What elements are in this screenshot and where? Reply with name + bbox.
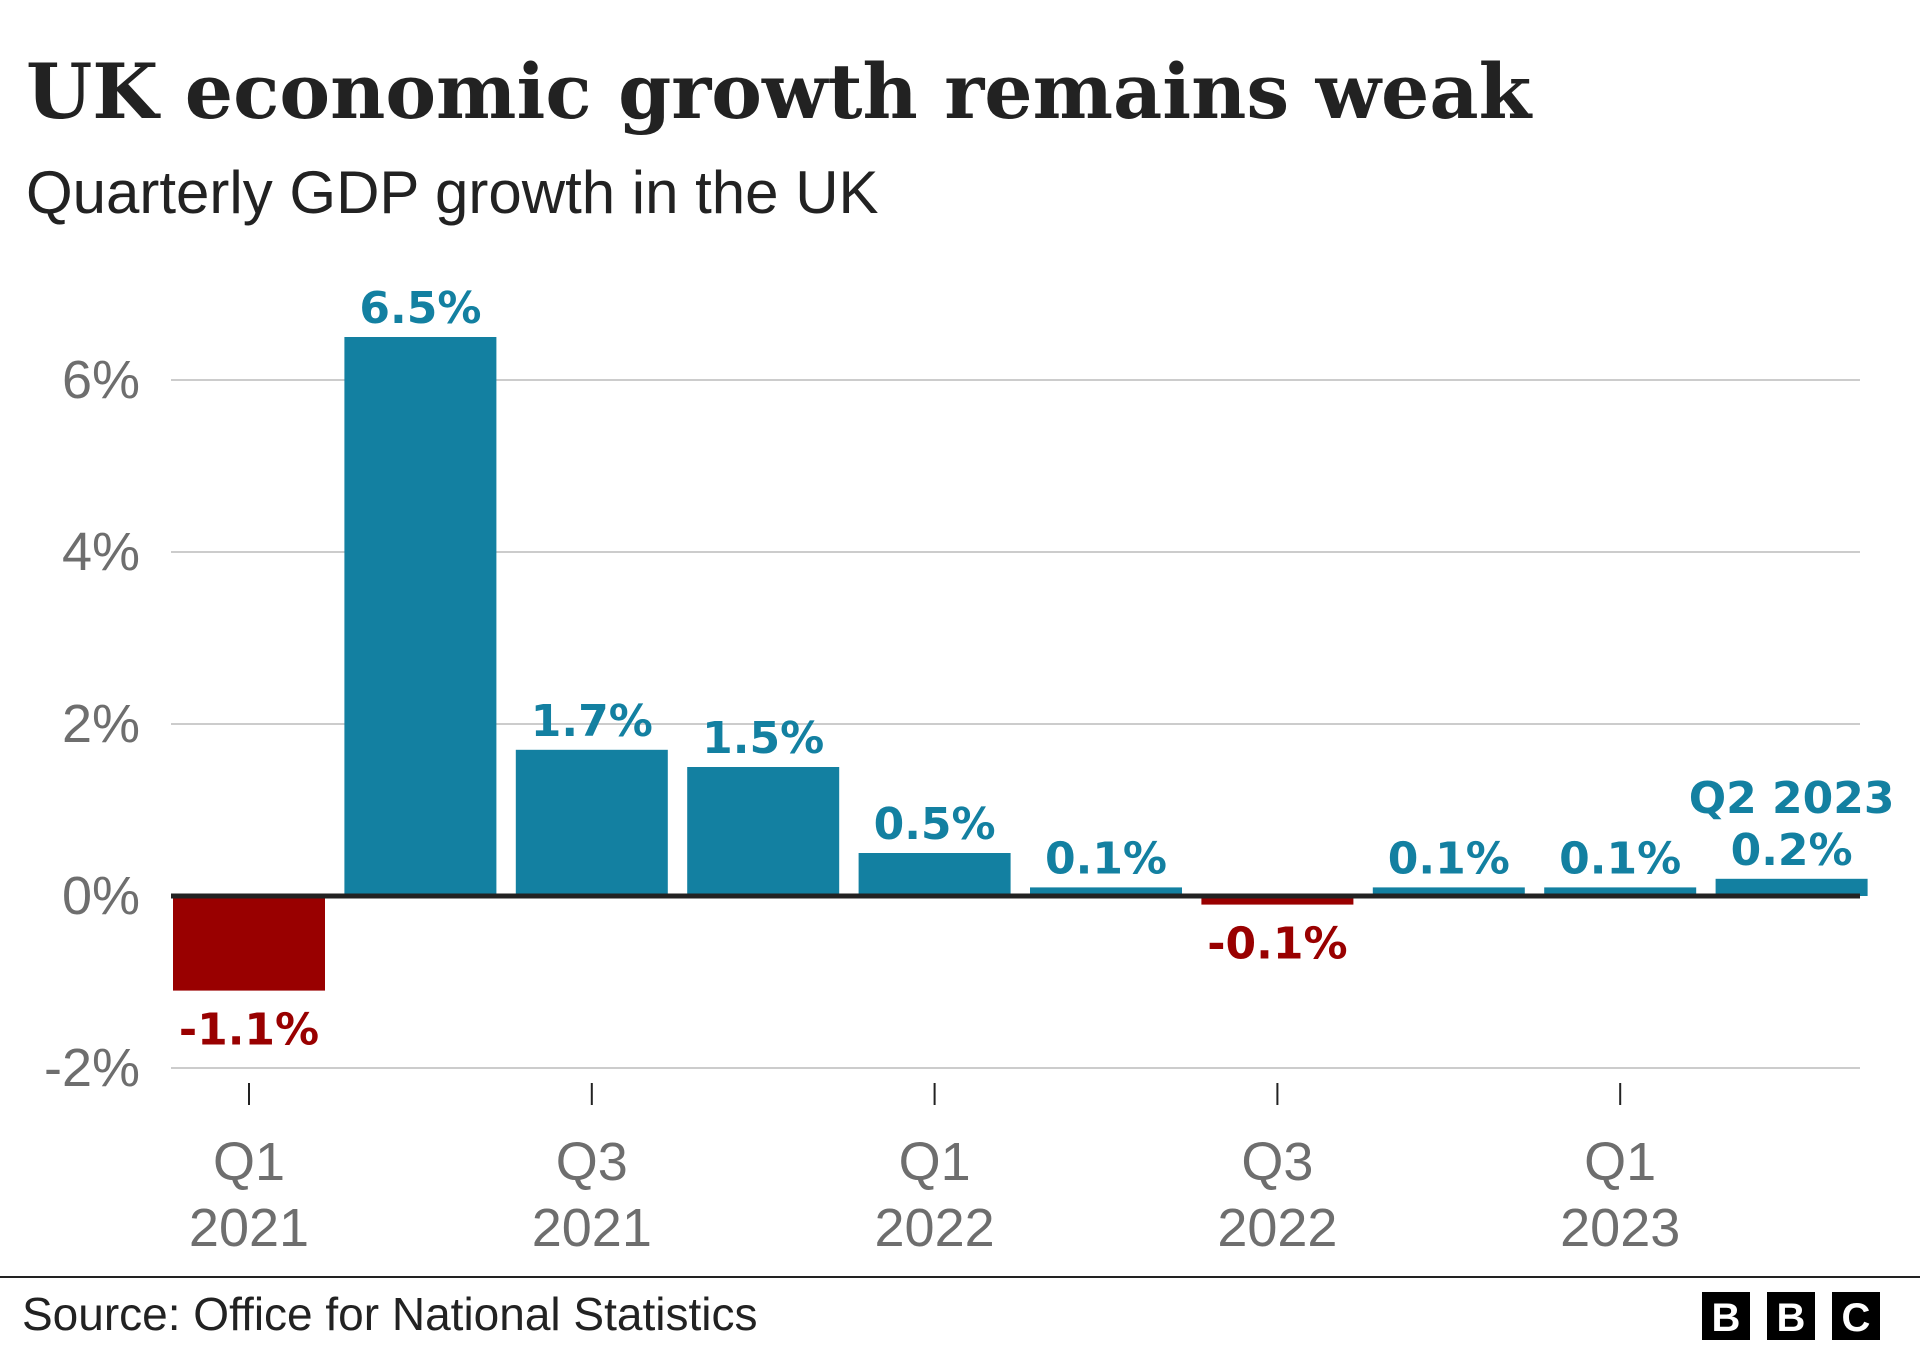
data-label: 0.2% [1731,825,1853,876]
bar-q4-2022 [1372,887,1525,896]
bbc-logo: B B C [1702,1292,1880,1340]
data-label: 1.5% [702,713,824,764]
y-tick-label: 0% [62,866,140,926]
x-tick-label-quarter: Q3 [1241,1132,1313,1192]
data-label: 0.1% [1388,833,1510,884]
data-label: 6.5% [359,283,481,334]
bar-q2-2023 [1715,878,1868,896]
x-tick-label-year: 2023 [1560,1198,1680,1258]
last-bar-annotation: Q2 2023 [1689,773,1895,824]
bar-q3-2022 [1201,896,1354,905]
data-label: 0.1% [1559,833,1681,884]
data-label: 1.7% [531,696,653,747]
bar-q4-2021 [687,767,840,896]
x-tick-label-quarter: Q3 [556,1132,628,1192]
x-tick-label-quarter: Q1 [213,1132,285,1192]
bar-q1-2023 [1544,887,1697,896]
data-label: 0.1% [1045,833,1167,884]
y-tick-label: -2% [44,1038,140,1098]
bar-q1-2021 [173,896,325,991]
bar-q2-2022 [1030,887,1182,896]
x-tick-label-year: 2022 [1217,1198,1337,1258]
x-tick-label-quarter: Q1 [899,1132,971,1192]
data-label: -0.1% [1207,919,1347,970]
x-tick-label-year: 2021 [532,1198,652,1258]
svg-text:B: B [1712,1296,1741,1340]
y-tick-label: 4% [62,522,140,582]
data-label: 0.5% [874,799,996,850]
bar-q2-2021 [344,337,497,896]
chart-title: UK economic growth remains weak [26,47,1533,136]
chart-subtitle: Quarterly GDP growth in the UK [26,159,879,226]
svg-text:C: C [1842,1296,1871,1340]
y-tick-label: 2% [62,694,140,754]
source-note: Source: Office for National Statistics [22,1288,757,1340]
x-tick-label-year: 2021 [189,1198,309,1258]
svg-text:B: B [1777,1296,1806,1340]
x-tick-label-quarter: Q1 [1584,1132,1656,1192]
x-tick-label-year: 2022 [875,1198,995,1258]
bar-q1-2022 [858,853,1011,896]
y-tick-label: 6% [62,350,140,410]
bar-q3-2021 [515,749,668,896]
data-label: -1.1% [179,1005,319,1056]
